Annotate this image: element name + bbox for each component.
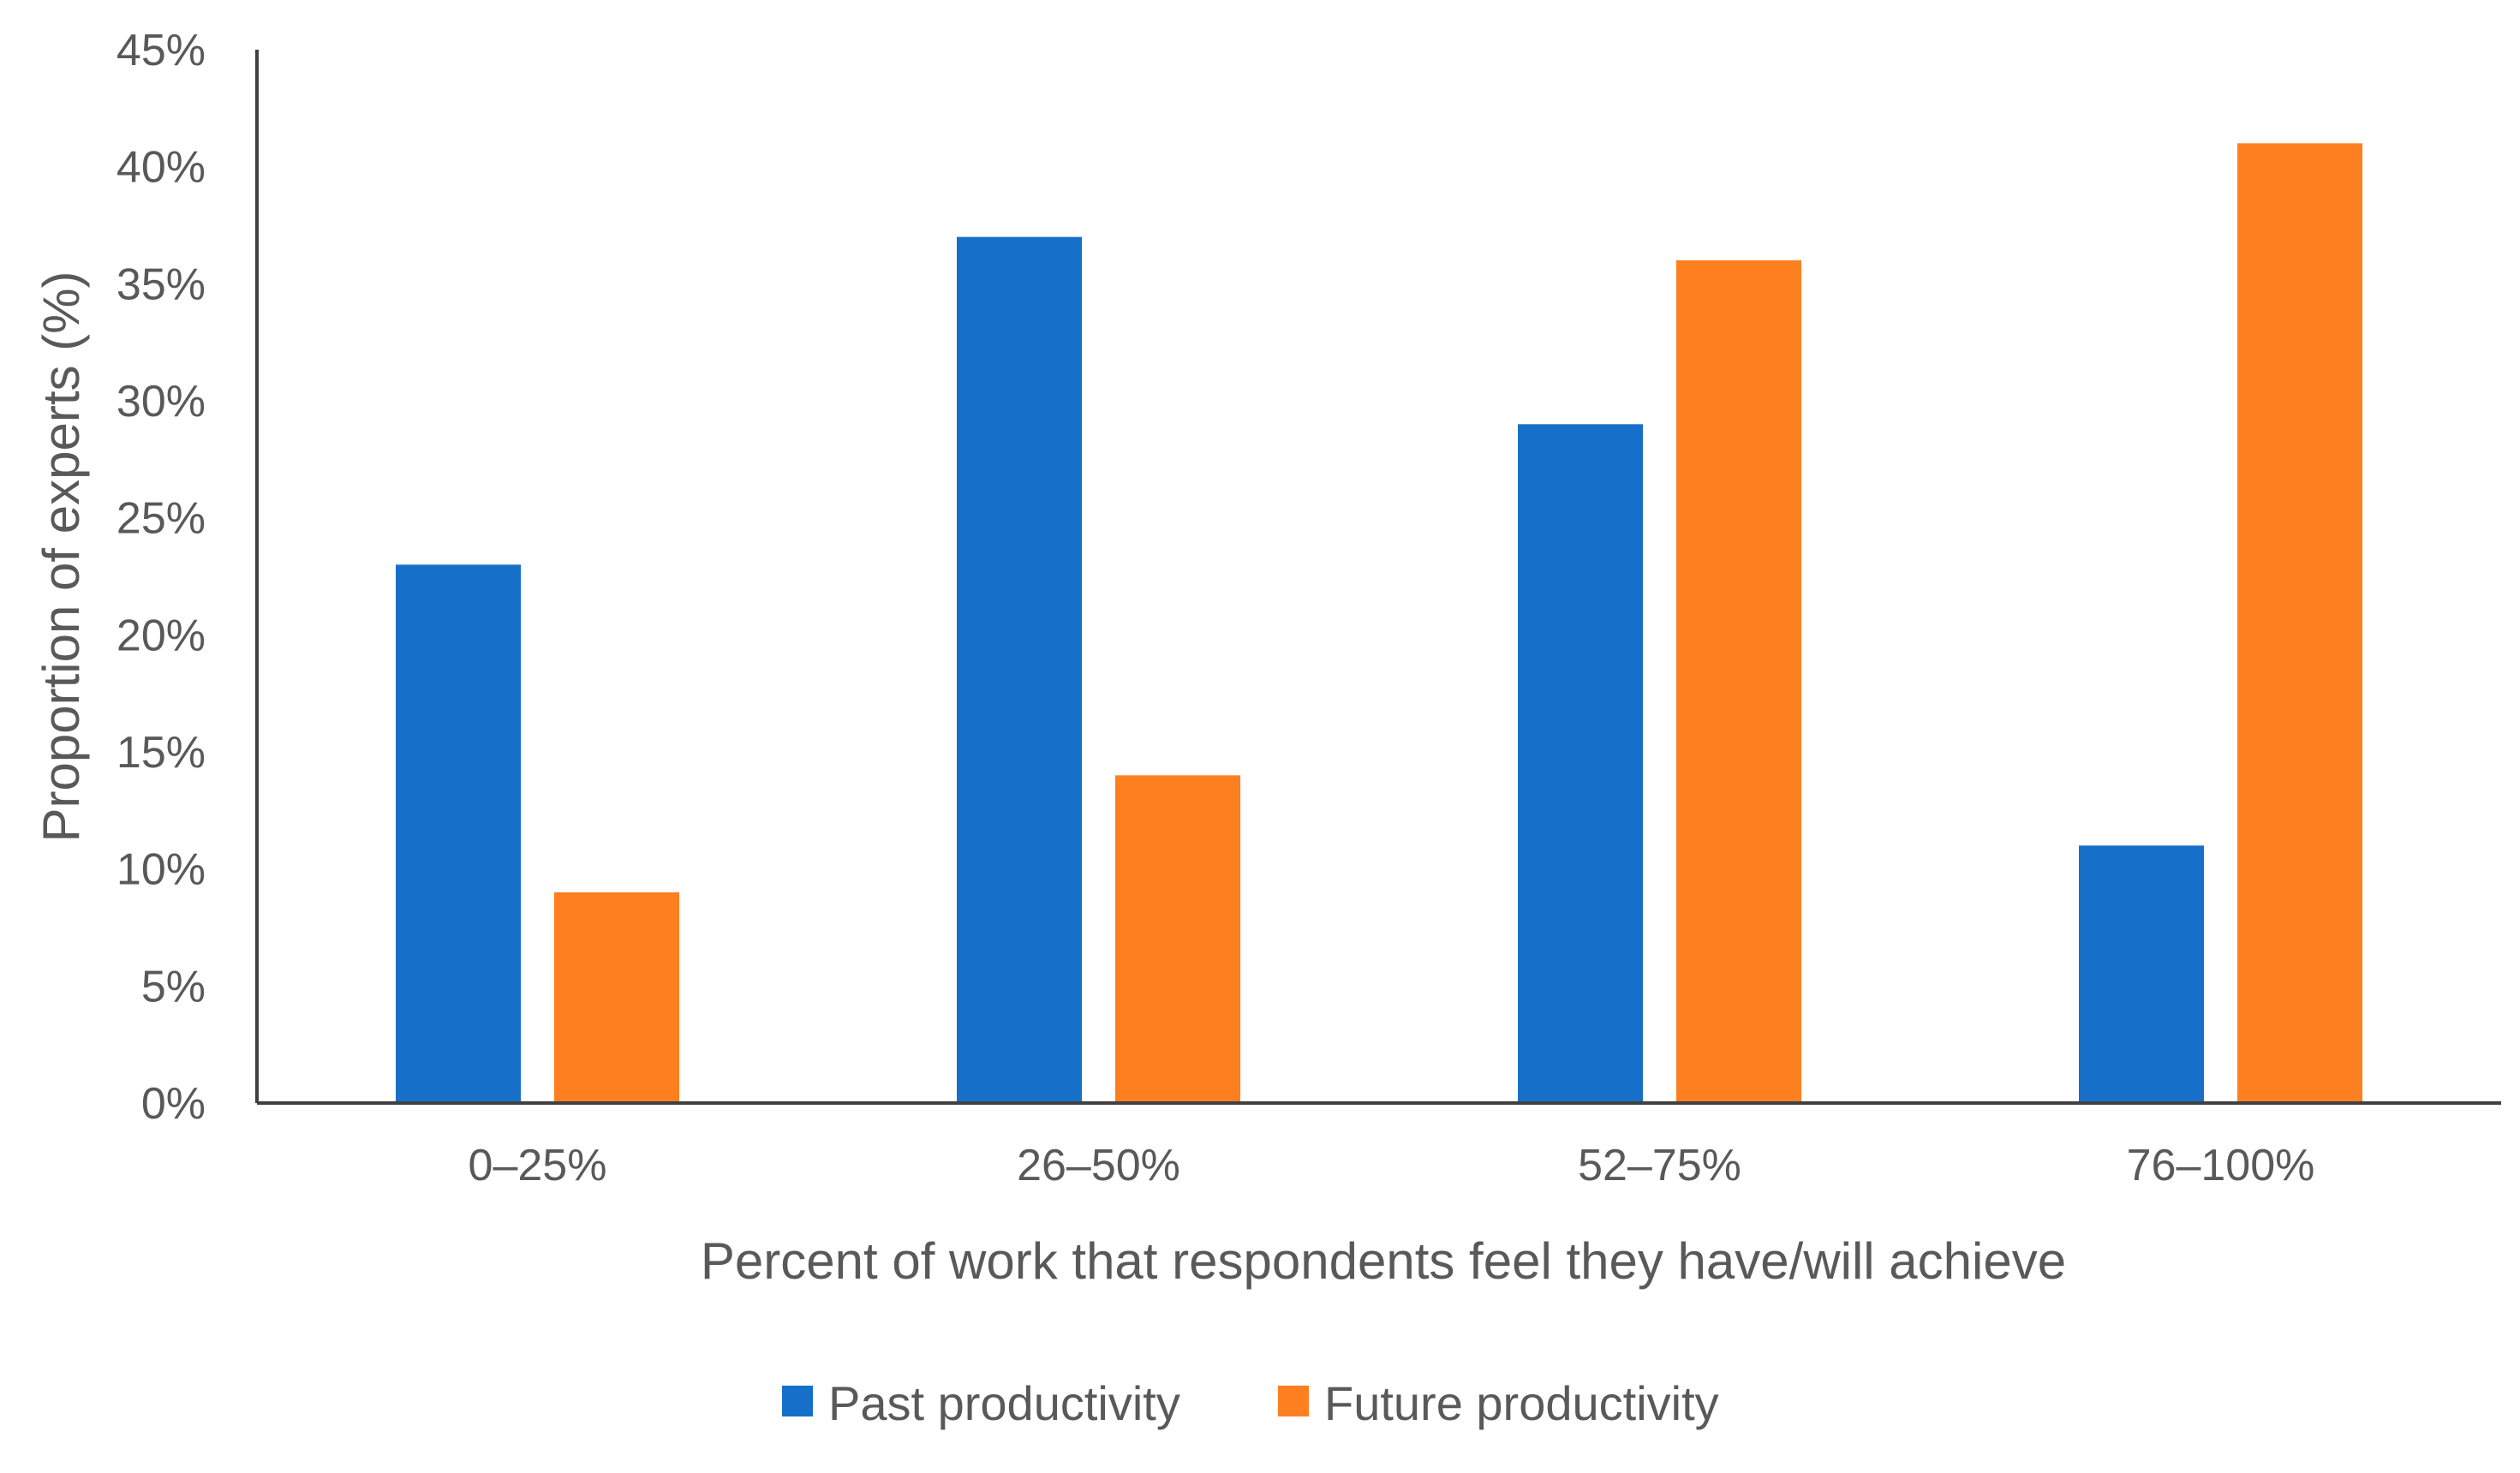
bar-future-1 xyxy=(1115,775,1240,1103)
bar-past-3 xyxy=(2079,845,2204,1103)
legend-swatch-past xyxy=(782,1386,813,1416)
y-tick-label: 15% xyxy=(116,728,206,778)
y-tick-label: 5% xyxy=(141,962,206,1011)
y-tick-label: 35% xyxy=(116,259,206,309)
bar-past-2 xyxy=(1518,424,1643,1103)
bar-past-0 xyxy=(396,564,521,1103)
x-axis-title: Percent of work that respondents feel th… xyxy=(701,1232,2066,1290)
legend: Past productivity Future productivity xyxy=(782,1376,1719,1430)
y-axis-title: Proportion of experts (%) xyxy=(33,271,90,843)
legend-swatch-future xyxy=(1278,1386,1309,1416)
legend-label-past: Past productivity xyxy=(828,1376,1180,1430)
bar-future-2 xyxy=(1676,260,1801,1103)
y-tick-label: 30% xyxy=(116,377,206,426)
y-tick-label: 25% xyxy=(116,494,206,544)
x-axis-category-labels: 0–25% 26–50% 52–75% 76–100% xyxy=(469,1141,2315,1190)
x-category-label: 76–100% xyxy=(2127,1141,2315,1190)
y-axis-ticks: 0% 5% 10% 15% 20% 25% 30% 35% 40% 45% xyxy=(116,26,206,1129)
legend-label-future: Future productivity xyxy=(1324,1376,1719,1430)
y-tick-label: 40% xyxy=(116,143,206,193)
bars xyxy=(396,143,2362,1104)
y-tick-label: 10% xyxy=(116,845,206,895)
bar-past-1 xyxy=(957,236,1082,1104)
x-category-label: 26–50% xyxy=(1017,1141,1180,1190)
y-tick-label: 0% xyxy=(141,1079,206,1129)
x-category-label: 0–25% xyxy=(469,1141,607,1190)
x-category-label: 52–75% xyxy=(1578,1141,1741,1190)
bar-future-3 xyxy=(2237,143,2362,1103)
y-tick-label: 20% xyxy=(116,611,206,660)
bar-future-0 xyxy=(554,892,679,1103)
y-tick-label: 45% xyxy=(116,26,206,75)
